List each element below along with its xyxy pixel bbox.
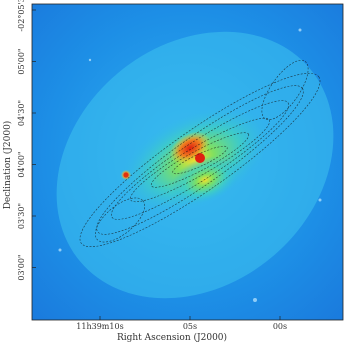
y-tick-label: 04'00" bbox=[17, 151, 26, 177]
y-tick-label: 04'30" bbox=[17, 100, 26, 126]
y-tick-label: 05'00" bbox=[17, 48, 26, 74]
y-tick-label: 03'00" bbox=[17, 254, 26, 280]
y-axis-label: Declination (J2000) bbox=[2, 121, 13, 210]
x-tick-label: 05s bbox=[183, 322, 197, 331]
image bbox=[32, 4, 343, 320]
y-tick-label: 03'30" bbox=[17, 203, 26, 229]
y-tick-label: -02°05'30" bbox=[17, 0, 26, 32]
x-axis-label: Right Ascension (J2000) bbox=[117, 332, 227, 343]
x-tick-label: 00s bbox=[273, 322, 287, 331]
x-tick-label: 11h39m10s bbox=[76, 322, 123, 331]
